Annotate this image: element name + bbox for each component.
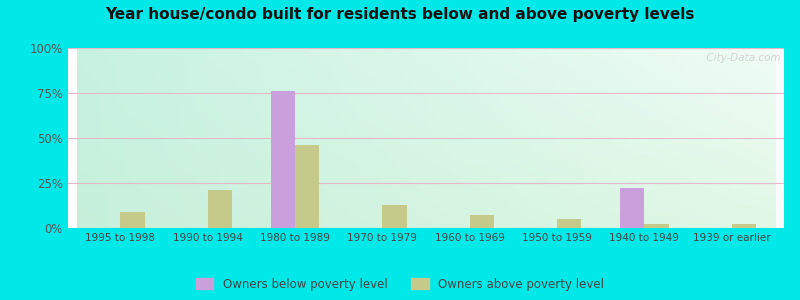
Bar: [208, 190, 232, 228]
Bar: [557, 219, 582, 228]
Bar: [470, 215, 494, 228]
Bar: [382, 205, 406, 228]
Bar: [644, 224, 669, 228]
Bar: [270, 91, 295, 228]
Bar: [620, 188, 644, 228]
Bar: [732, 224, 756, 228]
Bar: [295, 145, 319, 228]
Text: Year house/condo built for residents below and above poverty levels: Year house/condo built for residents bel…: [106, 8, 694, 22]
Bar: [120, 212, 145, 228]
Legend: Owners below poverty level, Owners above poverty level: Owners below poverty level, Owners above…: [192, 274, 608, 294]
Text: City-Data.com: City-Data.com: [700, 53, 781, 63]
